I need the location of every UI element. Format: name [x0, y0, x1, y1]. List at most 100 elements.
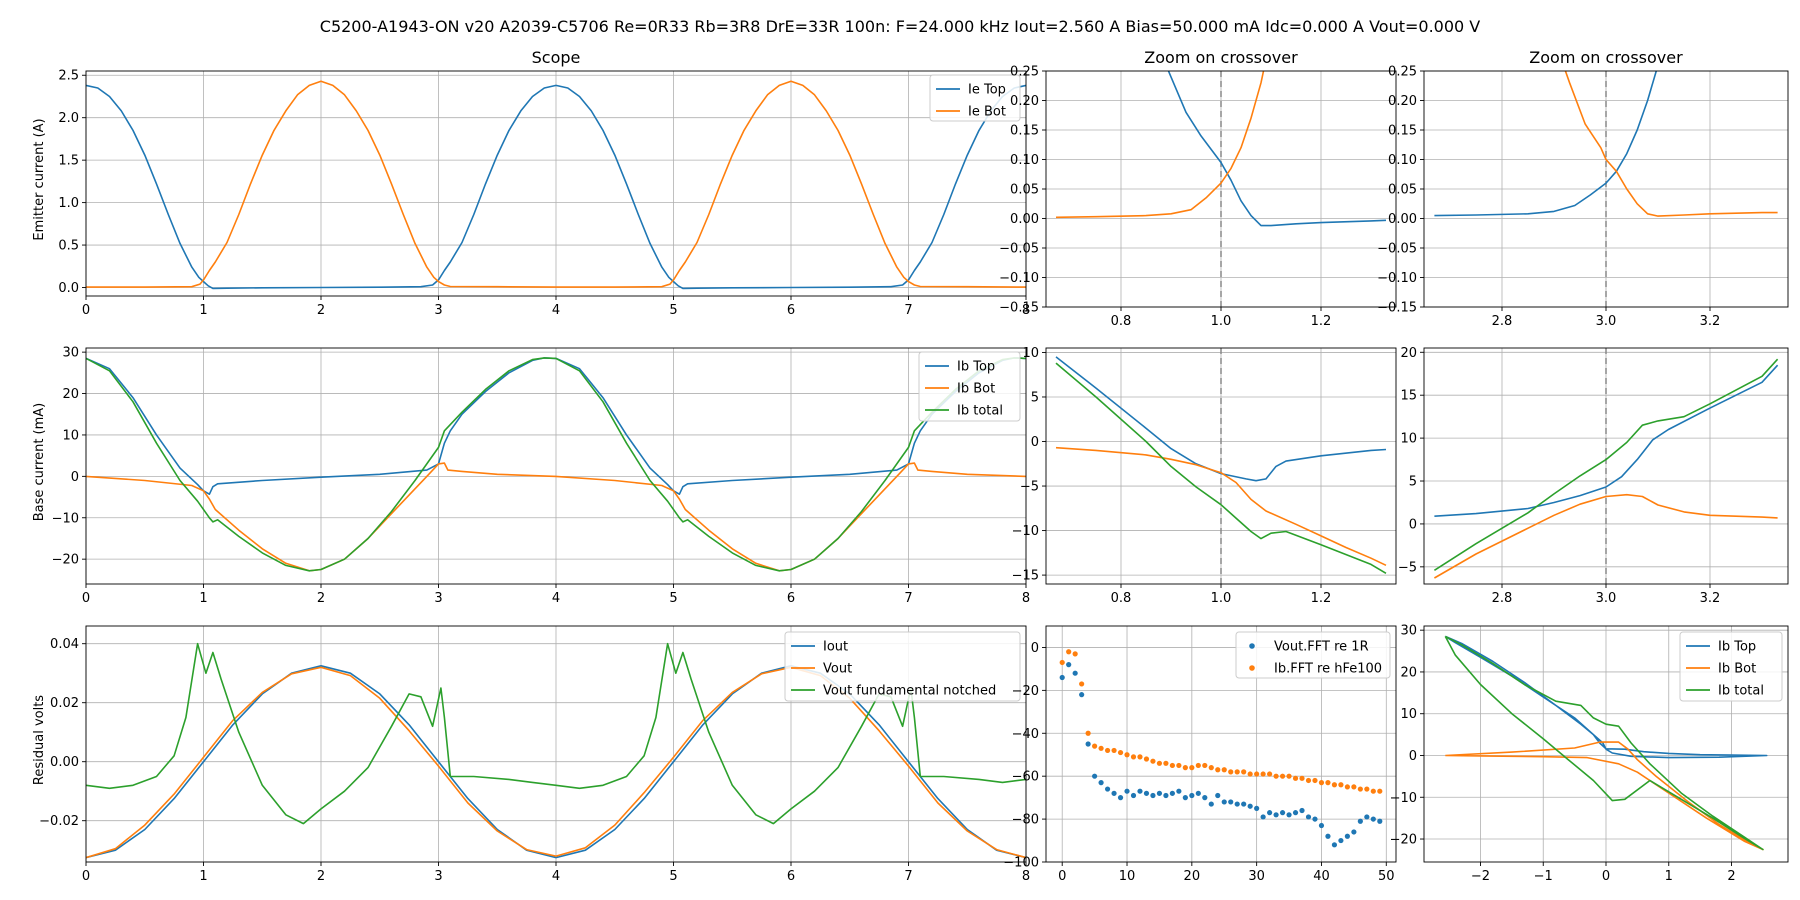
- x-tick-label: 6: [787, 303, 795, 318]
- y-tick-label: 0.20: [1388, 94, 1417, 109]
- x-tick-label: 10: [1119, 869, 1136, 884]
- x-tick-label: 1.2: [1311, 314, 1332, 329]
- y-tick-label: −0.10: [1377, 271, 1417, 286]
- legend: Ie Top Ie Bot: [929, 74, 1021, 122]
- data-point: [1104, 747, 1111, 754]
- data-point: [1143, 756, 1150, 762]
- y-tick-label: 15: [1400, 389, 1417, 404]
- x-tick-label: 0: [82, 869, 90, 884]
- series-line: [1445, 741, 1764, 851]
- x-tick-label: 6: [787, 591, 795, 606]
- data-point: [1279, 773, 1286, 779]
- data-point: [1279, 810, 1286, 816]
- data-point: [1364, 814, 1370, 820]
- x-tick-label: 7: [904, 303, 912, 318]
- series-line: [86, 357, 1026, 572]
- series-ie-bot: [86, 80, 1026, 288]
- data-point: [1357, 818, 1363, 824]
- y-tick-label: 1.5: [58, 154, 79, 169]
- data-point: [1072, 651, 1078, 657]
- series-ie-bot: [1055, 71, 1265, 219]
- subplot-title: Zoom on crossover: [1144, 48, 1298, 67]
- data-point: [1208, 801, 1214, 807]
- series-line: [1055, 71, 1265, 219]
- data-point: [1092, 773, 1098, 779]
- x-tick-label: 0.8: [1111, 591, 1132, 606]
- x-tick-label: 1.0: [1211, 591, 1232, 606]
- x-tick-label: 50: [1378, 869, 1395, 884]
- data-point: [1169, 790, 1175, 796]
- x-tick-label: 4: [552, 869, 560, 884]
- data-point: [1292, 810, 1299, 816]
- x-tick-label: −2: [1471, 869, 1490, 884]
- y-tick-label: −0.05: [1377, 242, 1417, 257]
- data-point: [1117, 749, 1124, 756]
- legend-label: Ib total: [957, 404, 1003, 419]
- data-point: [1137, 788, 1143, 794]
- y-tick-label: 2.5: [58, 69, 79, 84]
- legend: Vout.FFT re 1R Ib.FFT re hFe100: [1235, 631, 1391, 679]
- y-tick-label: 0.5: [58, 239, 79, 254]
- subplot-title: Zoom on crossover: [1529, 48, 1683, 67]
- data-point: [1079, 681, 1085, 687]
- series-line: [86, 84, 1026, 290]
- data-point: [1079, 692, 1085, 698]
- x-tick-label: 3.2: [1700, 314, 1721, 329]
- x-tick-label: 3.0: [1596, 314, 1617, 329]
- x-tick-label: 5: [669, 591, 677, 606]
- x-tick-label: 2.8: [1492, 314, 1513, 329]
- legend-label: Ie Bot: [968, 105, 1006, 120]
- legend-label: Ib Bot: [1718, 662, 1756, 677]
- data-point: [1318, 780, 1325, 786]
- y-tick-label: 0: [71, 470, 79, 485]
- legend-box: [784, 631, 1021, 702]
- x-tick-label: 40: [1313, 869, 1330, 884]
- subplot-zoom_ib_3: 2.8 3.0 3.2 −5 0 5 10 15 20: [1398, 346, 1789, 606]
- data-point: [1124, 752, 1130, 758]
- x-tick-label: 0: [82, 303, 90, 318]
- data-point: [1299, 775, 1305, 781]
- legend: Iout Vout Vout fundamental notched: [784, 631, 1021, 702]
- data-point: [1331, 842, 1338, 848]
- series-line: [1433, 358, 1779, 571]
- y-tick-label: 5: [1409, 475, 1417, 490]
- subplot-zoom_ie_3: 2.8 3.0 3.2 −0.15 −0.10 −0.05 0.00 0.05 0.10 0.15…: [1377, 48, 1789, 329]
- y-tick-label: 20: [62, 387, 79, 402]
- y-tick-label: 0: [1409, 749, 1417, 764]
- legend: Ib Top Ib Bot Ib total: [918, 351, 1021, 422]
- y-tick-label: 0.15: [1010, 124, 1039, 139]
- y-tick-label: −5: [1020, 480, 1039, 495]
- legend-label: Vout.FFT re 1R: [1274, 640, 1369, 655]
- x-tick-label: 4: [552, 303, 560, 318]
- data-point: [1299, 807, 1305, 814]
- x-tick-label: 1: [199, 303, 207, 318]
- series-line: [1434, 71, 1658, 217]
- y-tick-label: 0.02: [50, 696, 79, 711]
- y-tick-label: 2.0: [58, 111, 79, 126]
- series-vout: [86, 666, 1026, 859]
- legend-label: Ib Top: [1718, 640, 1756, 655]
- data-point: [1364, 786, 1370, 792]
- x-tick-label: 2: [1727, 869, 1735, 884]
- legend-marker: [1249, 643, 1255, 649]
- data-point: [1260, 771, 1266, 777]
- x-tick-label: 8: [1022, 869, 1030, 884]
- y-tick-label: 0.20: [1010, 94, 1039, 109]
- data-point: [1344, 833, 1350, 839]
- series-ib-total: [1444, 635, 1764, 851]
- y-tick-label: 1.0: [58, 196, 79, 211]
- y-tick-label: 0.10: [1388, 153, 1417, 168]
- x-tick-label: 1.0: [1211, 314, 1232, 329]
- legend-marker: [1249, 665, 1255, 671]
- x-tick-label: 1: [199, 869, 207, 884]
- y-tick-label: 10: [1022, 346, 1039, 361]
- data-point: [1234, 769, 1240, 775]
- series-ib-total: [1055, 362, 1387, 574]
- data-point: [1066, 662, 1072, 668]
- subplot-zoom_ib_1: 0.8 1.0 1.2 −15 −10 −5 0 5 10: [1012, 346, 1397, 606]
- y-tick-label: 0.25: [1010, 65, 1039, 80]
- data-point: [1221, 767, 1227, 773]
- series-line: [1444, 635, 1768, 759]
- data-point: [1286, 773, 1292, 779]
- data-point: [1312, 816, 1318, 822]
